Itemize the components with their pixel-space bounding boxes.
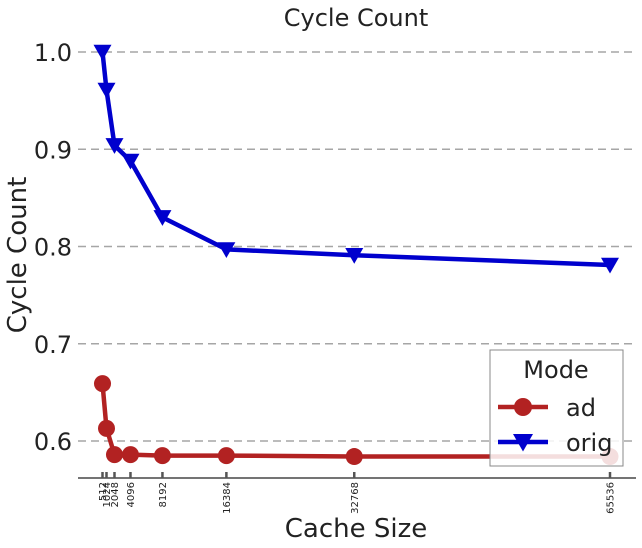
x-tick-label: 4096 bbox=[126, 482, 137, 507]
legend: Mode ad orig bbox=[489, 349, 624, 467]
point-orig bbox=[153, 210, 172, 226]
legend-marker-ad bbox=[514, 398, 532, 416]
point-ad bbox=[345, 448, 363, 466]
x-tick-label: 2048 bbox=[110, 482, 121, 507]
series-line-orig bbox=[100, 51, 611, 268]
point-ad bbox=[121, 446, 139, 464]
point-ad bbox=[217, 447, 235, 465]
point-orig bbox=[345, 248, 364, 264]
y-axis-label: Cycle Count bbox=[3, 177, 33, 334]
point-ad bbox=[105, 446, 123, 464]
y-axis-ticks: 0.6 0.7 0.8 0.9 1.0 bbox=[34, 39, 72, 456]
x-tick-label: 1024 bbox=[102, 482, 113, 507]
point-orig bbox=[105, 138, 124, 154]
x-axis-label: Cache Size bbox=[285, 514, 428, 544]
legend-marker-orig bbox=[513, 434, 533, 452]
chart-title: Cycle Count bbox=[284, 4, 429, 32]
x-tick-label: 65536 bbox=[606, 482, 617, 514]
y-tick-label: 0.9 bbox=[34, 136, 72, 164]
point-orig bbox=[97, 82, 116, 99]
gridlines bbox=[78, 51, 636, 442]
point-ad bbox=[94, 375, 111, 393]
point-orig bbox=[121, 153, 140, 170]
x-tick-label: 32768 bbox=[350, 482, 361, 514]
point-orig bbox=[601, 257, 619, 274]
point-orig bbox=[93, 44, 112, 61]
point-ad bbox=[97, 419, 115, 437]
x-tick-label: 512 bbox=[98, 482, 109, 501]
x-tick-label: 8192 bbox=[158, 482, 169, 507]
legend-label-ad: ad bbox=[566, 394, 596, 422]
point-ad bbox=[153, 447, 171, 465]
y-tick-label: 1.0 bbox=[34, 39, 72, 67]
y-tick-label: 0.7 bbox=[34, 331, 72, 359]
x-tick-label: 16384 bbox=[222, 482, 233, 514]
legend-title: Mode bbox=[523, 356, 588, 384]
y-tick-label: 0.6 bbox=[34, 428, 72, 456]
legend-label-orig: orig bbox=[566, 429, 612, 457]
point-orig bbox=[217, 242, 236, 258]
y-tick-label: 0.8 bbox=[34, 234, 72, 262]
